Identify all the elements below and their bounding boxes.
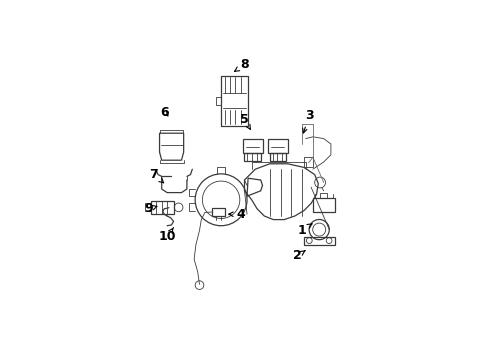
Text: 5: 5 bbox=[240, 113, 250, 129]
Text: 9: 9 bbox=[144, 202, 157, 215]
Text: 6: 6 bbox=[160, 106, 168, 119]
Text: 1: 1 bbox=[297, 224, 311, 237]
Text: 2: 2 bbox=[293, 249, 305, 262]
Text: 10: 10 bbox=[158, 228, 176, 243]
Text: 3: 3 bbox=[302, 109, 313, 133]
Text: 7: 7 bbox=[149, 168, 163, 183]
Text: 4: 4 bbox=[228, 208, 245, 221]
Text: 8: 8 bbox=[234, 58, 248, 71]
